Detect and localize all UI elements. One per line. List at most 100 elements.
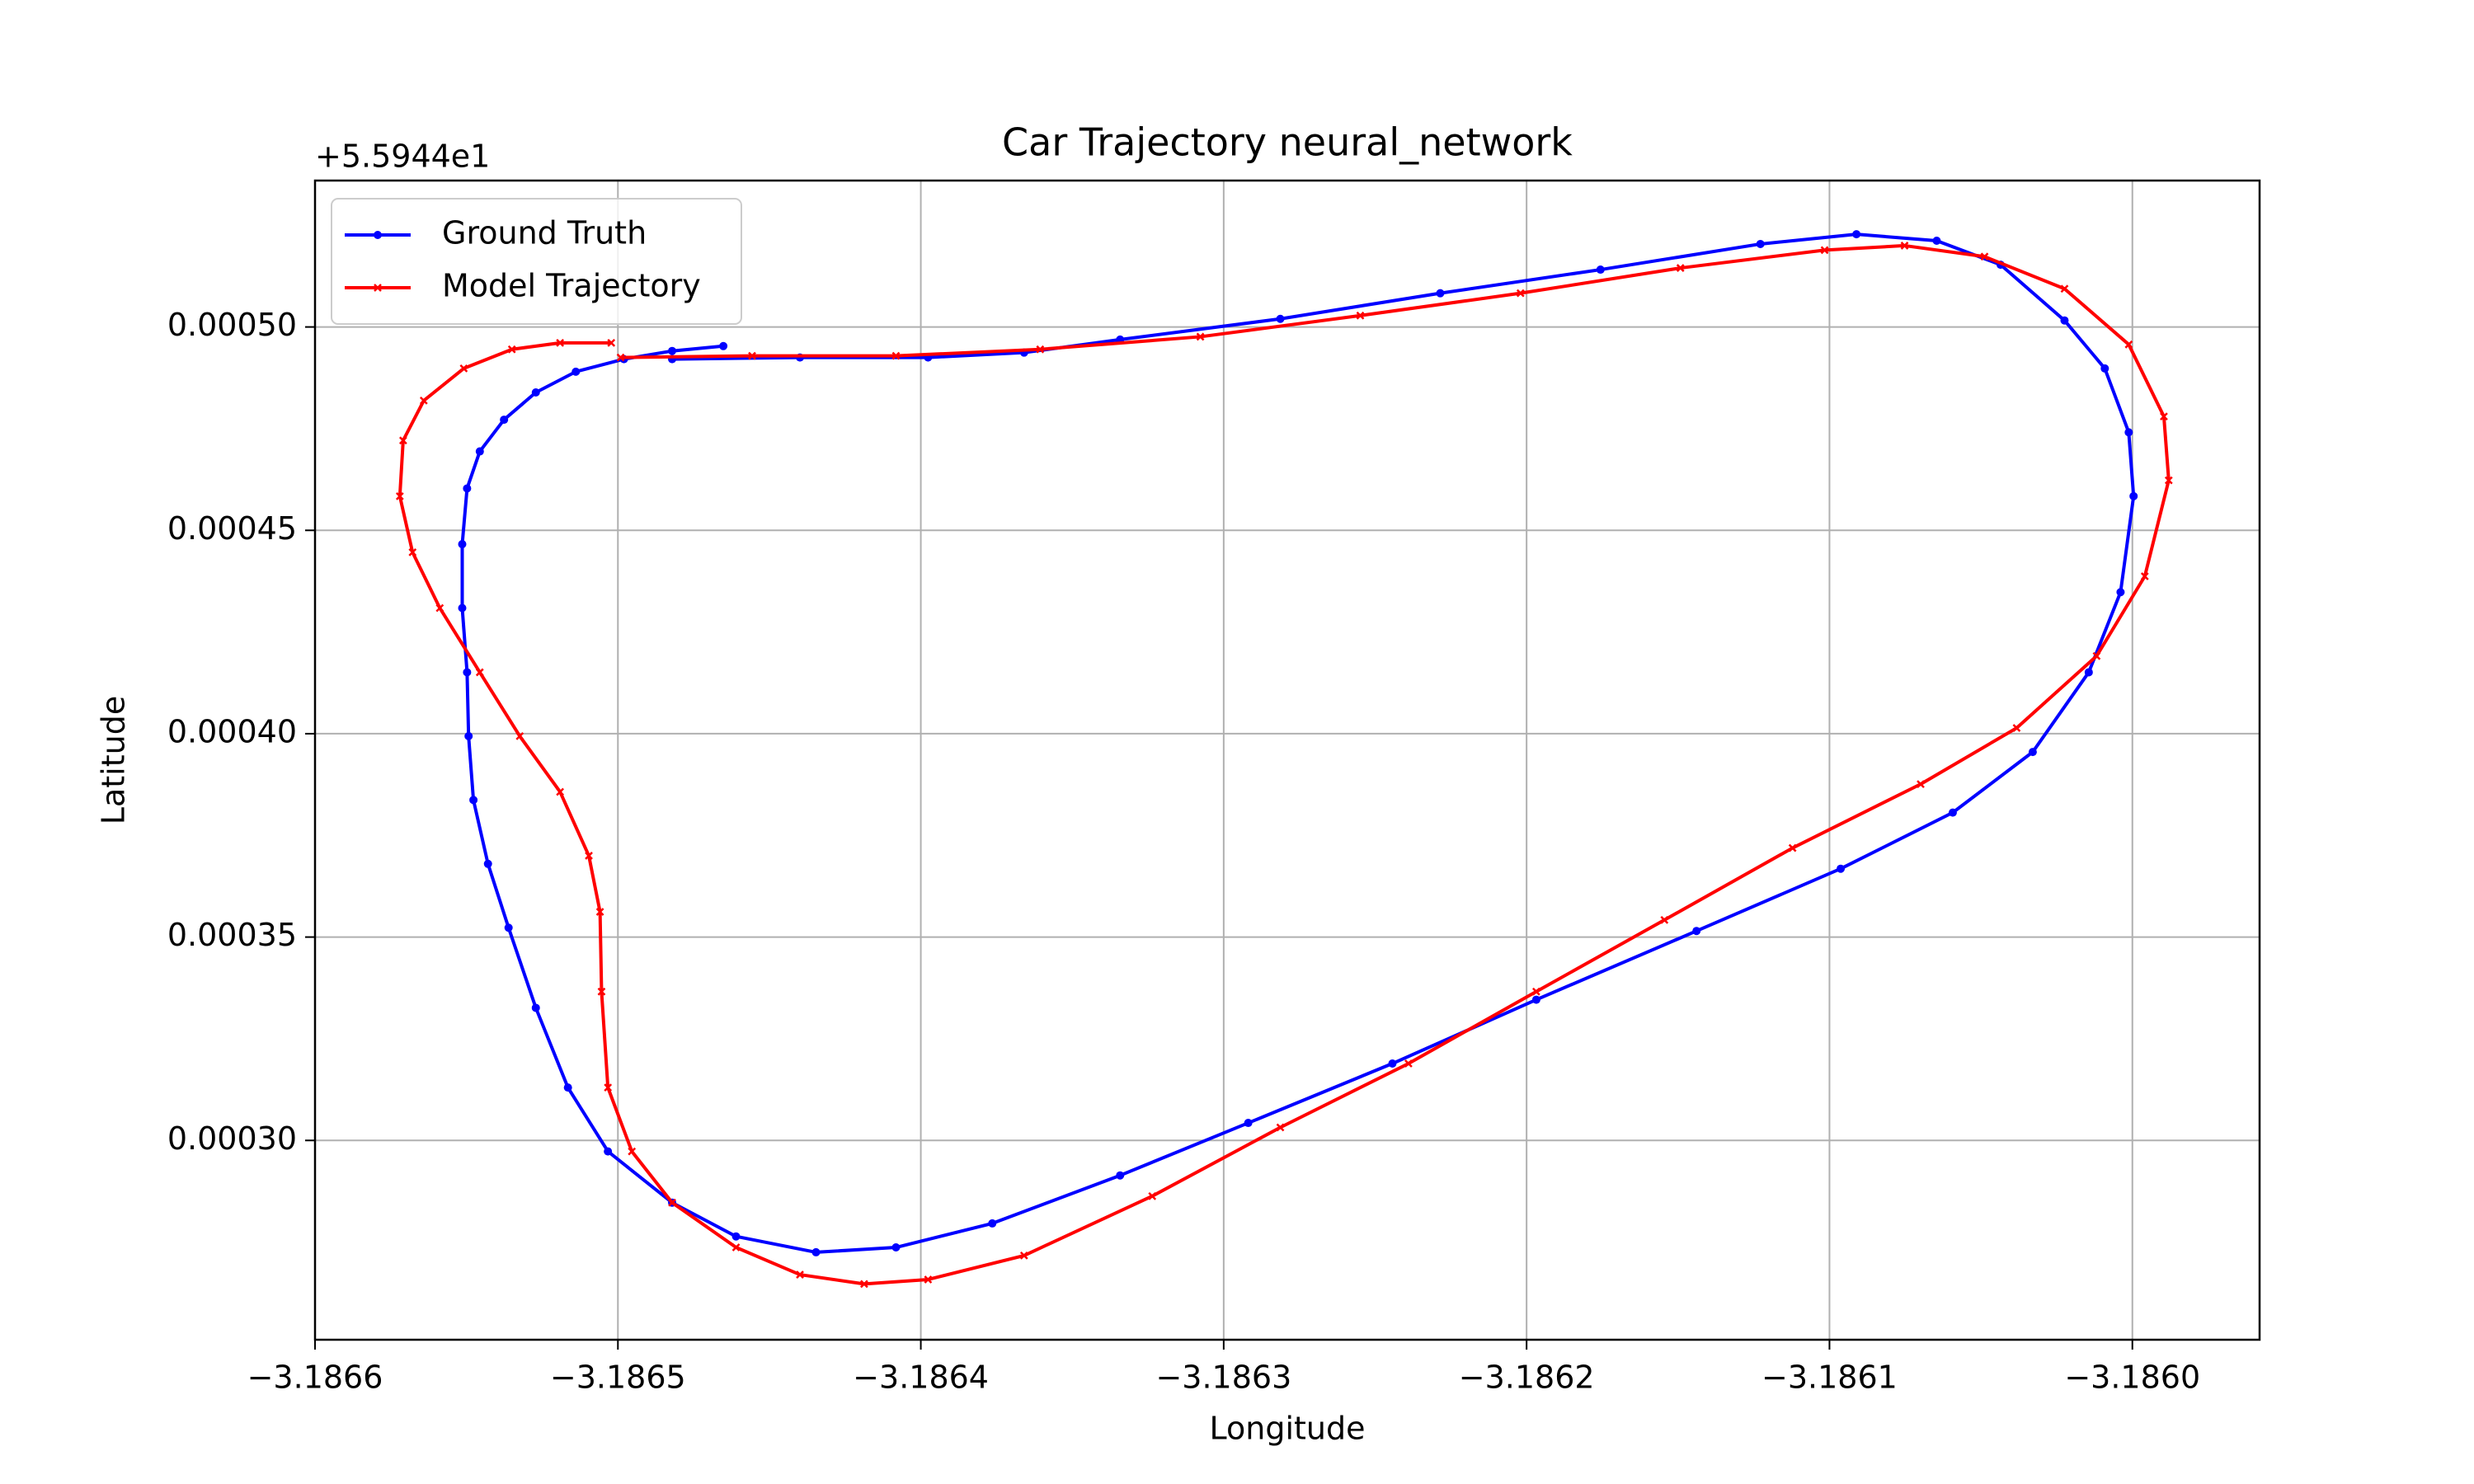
marker: [811, 1247, 821, 1256]
marker: [507, 345, 516, 354]
y-offset-label: +5.5944e1: [315, 139, 490, 175]
marker: [595, 908, 604, 916]
marker: [458, 540, 467, 549]
y-tick-label: 0.00035: [167, 917, 297, 953]
marker: [531, 1003, 540, 1012]
marker: [475, 668, 484, 677]
marker: [2124, 340, 2133, 349]
marker: [419, 397, 428, 405]
x-tick-label: −3.1865: [550, 1360, 686, 1396]
marker: [1676, 264, 1685, 272]
marker: [1436, 289, 1445, 298]
plot-area: [395, 230, 2173, 1289]
x-tick-label: −3.1860: [2064, 1360, 2200, 1396]
marker: [860, 1280, 868, 1289]
marker: [988, 1219, 997, 1228]
marker: [563, 1083, 572, 1092]
y-axis-label: Latitude: [96, 696, 132, 824]
marker: [2012, 724, 2021, 732]
marker: [475, 447, 484, 456]
marker: [1531, 995, 1540, 1004]
marker: [395, 491, 404, 500]
x-tick-label: −3.1862: [1459, 1360, 1595, 1396]
marker: [398, 436, 407, 445]
marker: [2124, 428, 2133, 437]
marker: [2116, 588, 2125, 597]
marker: [748, 351, 756, 360]
marker: [515, 732, 524, 740]
marker: [571, 367, 581, 376]
x-tick-label: −3.1866: [247, 1360, 383, 1396]
marker: [2060, 284, 2069, 294]
legend-label: Ground Truth: [442, 215, 647, 251]
marker: [1019, 1251, 1028, 1260]
marker: [1596, 265, 1605, 275]
marker: [891, 351, 901, 360]
marker: [616, 353, 625, 362]
marker: [556, 338, 565, 347]
marker: [891, 1243, 901, 1252]
y-tick-label: 0.00040: [167, 713, 297, 749]
marker: [2140, 572, 2149, 580]
marker: [1660, 915, 1669, 924]
x-tick-label: −3.1861: [1761, 1360, 1898, 1396]
marker: [1356, 311, 1365, 320]
marker: [607, 338, 616, 347]
marker: [1852, 230, 1861, 239]
y-tick-label: 0.00045: [167, 510, 297, 547]
marker: [459, 364, 468, 373]
marker: [1276, 1123, 1285, 1132]
marker: [504, 923, 513, 932]
legend-box: [331, 198, 742, 325]
y-tick-label: 0.00030: [167, 1120, 297, 1157]
legend: Ground Truth Model Trajectory: [331, 198, 742, 325]
marker: [2129, 491, 2138, 500]
marker: [374, 231, 382, 239]
marker: [1148, 1191, 1157, 1200]
x-tick-label: −3.1864: [853, 1360, 989, 1396]
x-tick-label: −3.1863: [1155, 1360, 1291, 1396]
marker: [500, 416, 509, 425]
marker: [731, 1232, 741, 1241]
marker: [1532, 987, 1540, 996]
marker: [1692, 927, 1701, 936]
marker: [2164, 476, 2173, 485]
legend-label: Model Trajectory: [442, 268, 701, 304]
marker: [1932, 237, 1941, 246]
marker: [463, 484, 472, 493]
marker: [1900, 242, 1909, 250]
marker: [1276, 314, 1285, 323]
marker: [731, 1243, 741, 1252]
chart-title: Car Trajectory neural_network: [1002, 120, 1573, 165]
marker: [1837, 864, 1846, 873]
marker: [1404, 1059, 1413, 1068]
marker: [924, 1275, 933, 1284]
y-tick-label: 0.00050: [167, 307, 297, 343]
marker: [483, 859, 492, 868]
marker: [1196, 332, 1205, 341]
marker: [2084, 668, 2093, 677]
marker: [464, 731, 473, 740]
marker: [458, 603, 467, 613]
marker: [408, 548, 417, 556]
marker: [1820, 246, 1829, 255]
marker: [463, 668, 472, 677]
marker: [585, 852, 593, 860]
marker: [604, 1147, 613, 1156]
marker: [469, 796, 478, 805]
marker: [2028, 748, 2037, 757]
marker: [1116, 1171, 1125, 1180]
marker: [604, 1083, 613, 1092]
marker: [2100, 364, 2109, 373]
marker: [1756, 239, 1765, 248]
marker: [628, 1147, 637, 1156]
axes-frame: [313, 179, 2261, 1341]
marker: [2060, 316, 2069, 325]
marker: [1388, 1059, 1397, 1068]
marker: [1980, 252, 1989, 261]
marker: [374, 284, 382, 292]
marker: [1516, 289, 1525, 298]
trajectory-line: [397, 243, 2171, 1286]
marker: [597, 987, 606, 996]
